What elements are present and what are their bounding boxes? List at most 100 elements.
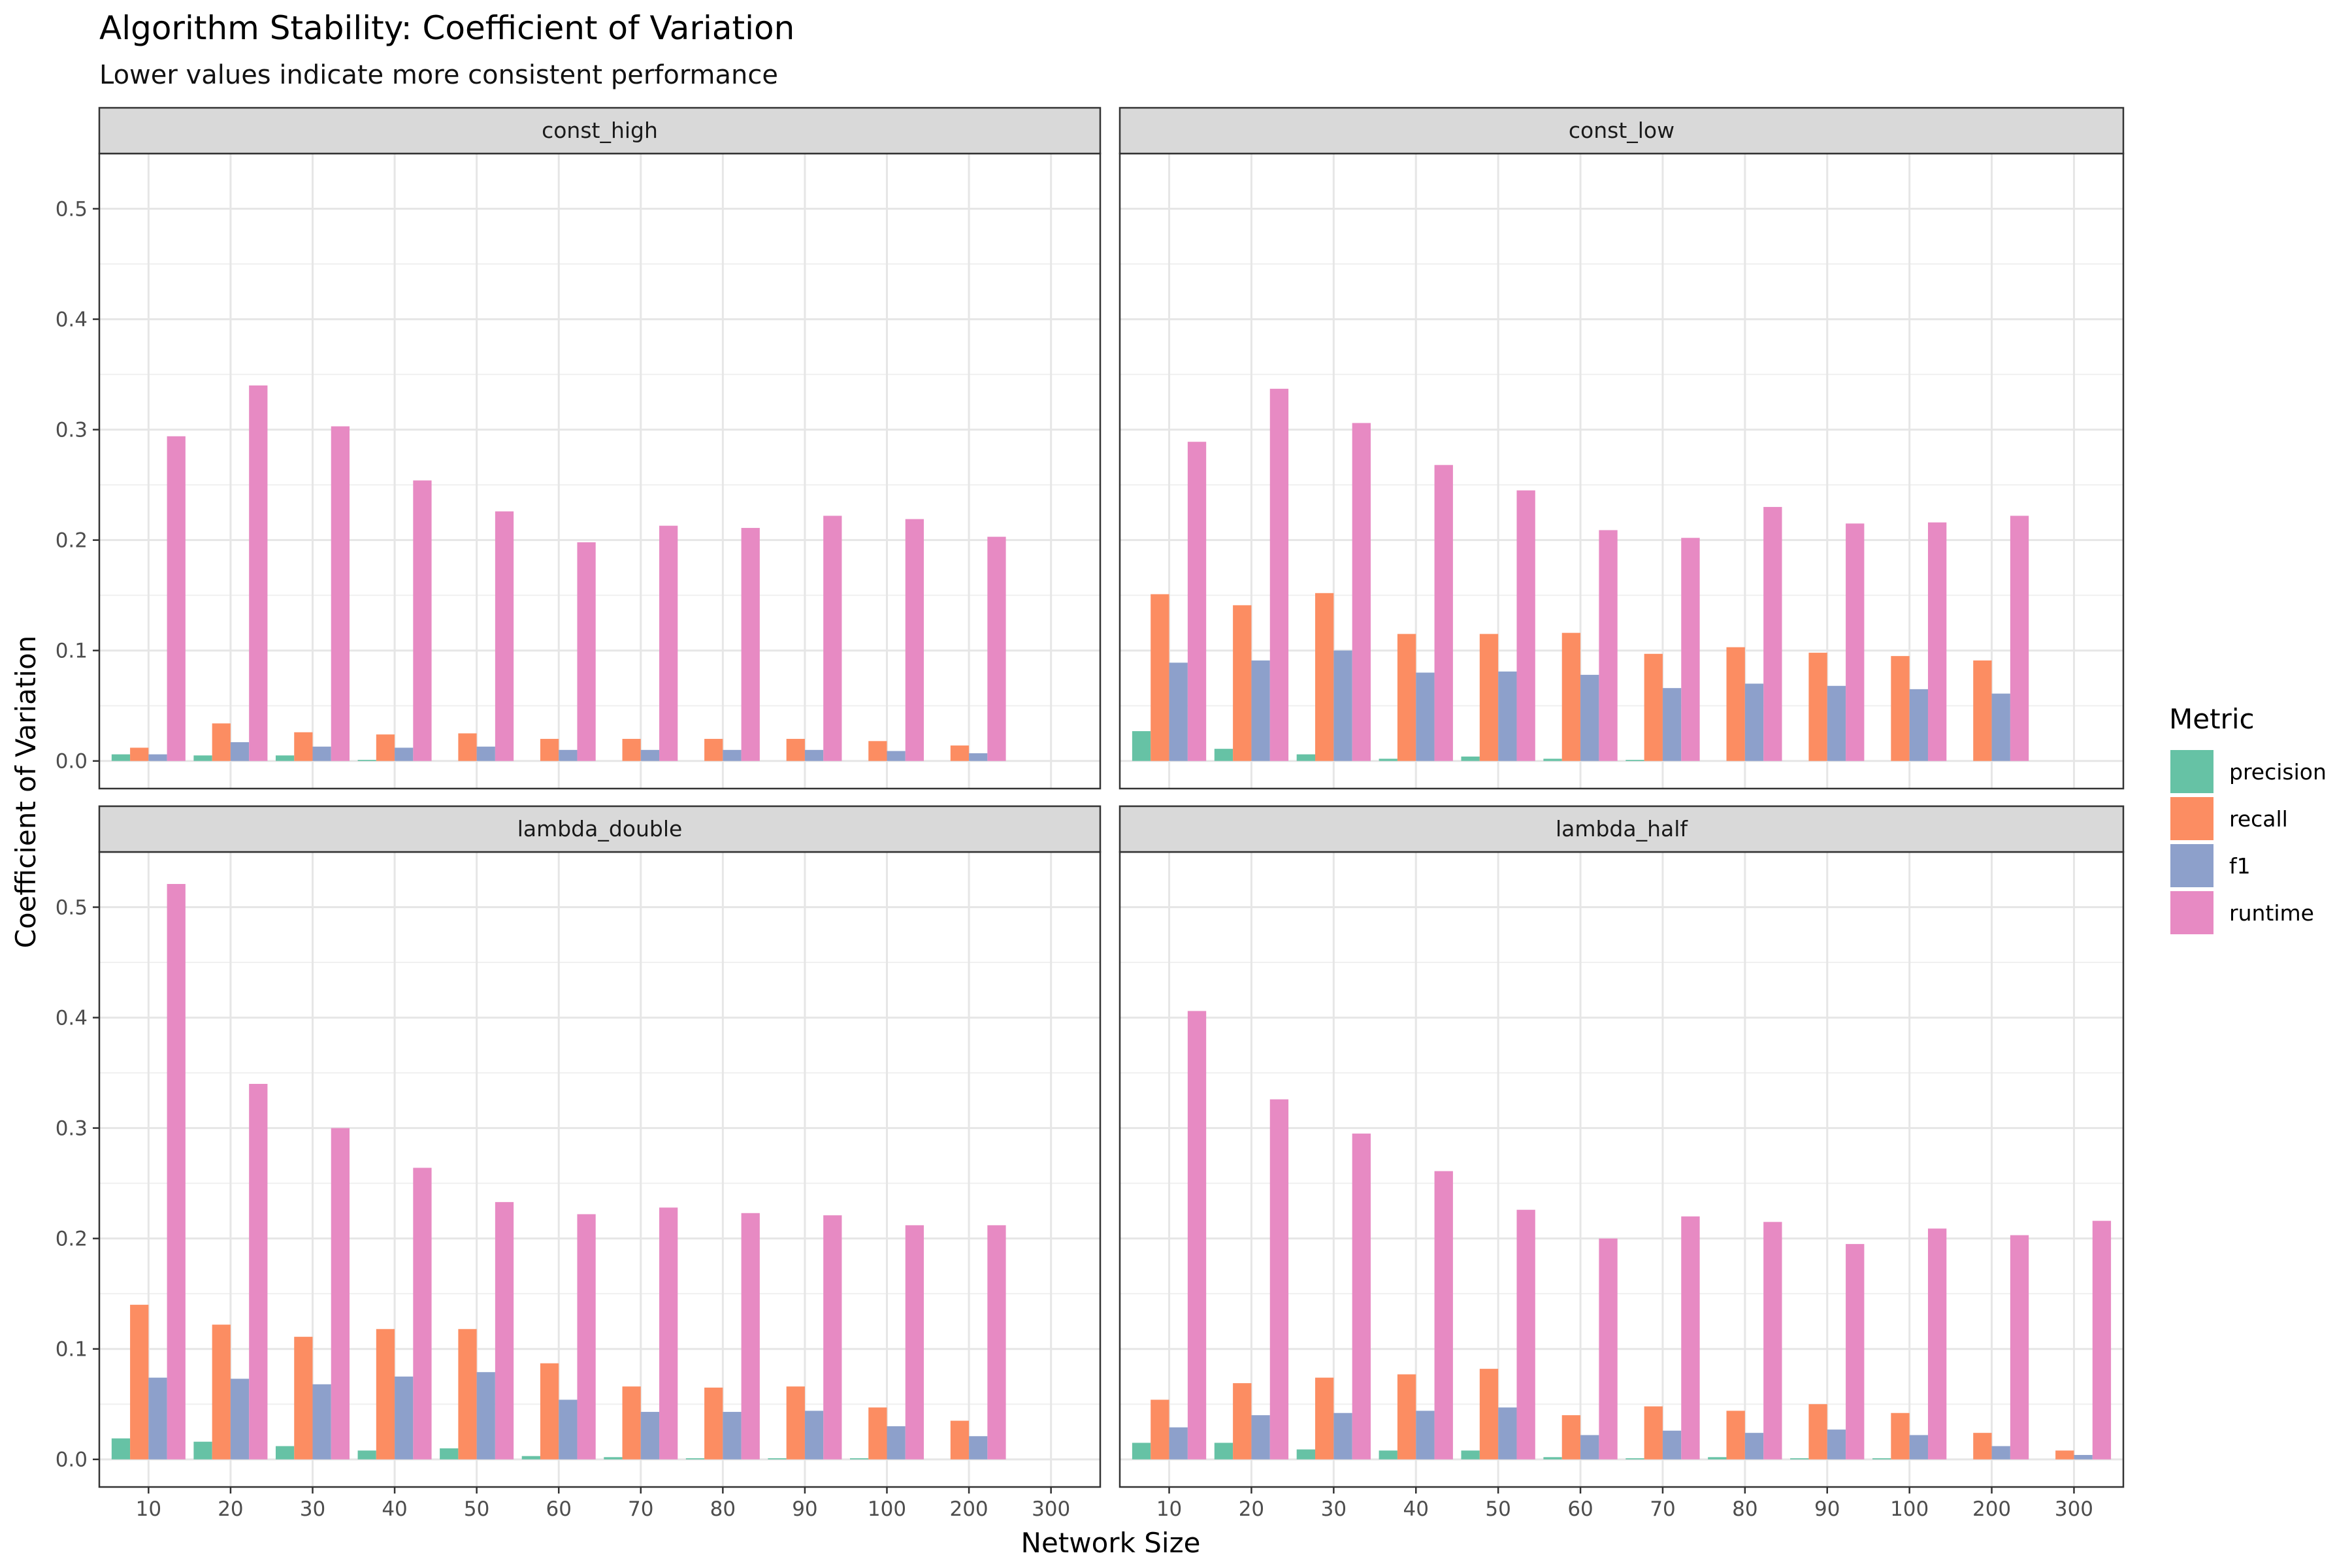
bar-runtime-20 <box>1269 389 1289 761</box>
bar-runtime-300 <box>2092 1220 2112 1460</box>
bar-runtime-70 <box>1681 538 1700 761</box>
y-tick-label: 0.5 <box>56 896 88 920</box>
x-tick-label: 20 <box>1239 1497 1264 1521</box>
bar-f1-40 <box>1416 672 1435 761</box>
bar-recall-10 <box>1151 1399 1169 1460</box>
bar-precision-30 <box>275 1446 295 1460</box>
bar-precision-50 <box>440 1448 459 1460</box>
bar-runtime-80 <box>1763 1222 1782 1460</box>
bar-f1-20 <box>1251 660 1270 761</box>
legend-label-recall: recall <box>2229 806 2288 832</box>
legend-title: Metric <box>2169 703 2255 735</box>
x-tick-label: 40 <box>1403 1497 1429 1521</box>
bar-f1-300 <box>2074 1454 2093 1460</box>
bar-precision-10 <box>1132 1443 1151 1460</box>
legend-key-f1 <box>2170 844 2213 887</box>
bar-f1-200 <box>969 753 988 761</box>
x-tick-label: 30 <box>300 1497 325 1521</box>
bar-precision-60 <box>1543 759 1562 761</box>
bar-runtime-80 <box>1763 506 1782 761</box>
bar-precision-40 <box>357 1450 376 1460</box>
bar-f1-80 <box>1744 1433 1764 1460</box>
facet-strip <box>1119 106 2125 155</box>
bar-runtime-50 <box>1516 490 1535 761</box>
bar-recall-70 <box>1644 653 1663 761</box>
bar-recall-90 <box>786 738 805 761</box>
bar-recall-30 <box>1315 593 1334 761</box>
y-tick-label: 0.2 <box>56 1228 88 1251</box>
bar-runtime-40 <box>413 480 432 761</box>
bar-f1-50 <box>1498 1407 1517 1460</box>
bar-recall-10 <box>130 747 149 761</box>
bar-f1-200 <box>969 1436 988 1460</box>
facet-panels: const_high 0.0 0.1 0.2 0.3 0.4 0.5 const_lowlam… <box>56 106 2125 1521</box>
bar-f1-90 <box>1827 1429 1846 1460</box>
bar-f1-60 <box>559 1399 578 1460</box>
y-tick-label: 0.2 <box>56 529 88 553</box>
x-tick-label: 50 <box>464 1497 489 1521</box>
bar-f1-50 <box>1498 671 1517 761</box>
bar-precision-30 <box>1296 1449 1316 1460</box>
bar-runtime-90 <box>823 1215 842 1460</box>
bar-recall-30 <box>294 732 313 761</box>
bar-recall-10 <box>130 1305 149 1460</box>
bar-precision-10 <box>111 754 131 761</box>
bar-precision-60 <box>521 1456 540 1460</box>
y-tick-label: 0.0 <box>56 750 88 774</box>
bar-runtime-60 <box>577 1214 596 1460</box>
x-tick-label: 80 <box>1732 1497 1757 1521</box>
bar-runtime-50 <box>495 1201 514 1460</box>
bar-f1-40 <box>1416 1411 1435 1460</box>
bar-recall-50 <box>1479 1369 1499 1460</box>
bar-recall-100 <box>1891 656 1910 761</box>
bar-runtime-60 <box>577 542 596 761</box>
bar-precision-70 <box>604 1457 623 1460</box>
bar-precision-40 <box>1379 1450 1397 1460</box>
x-tick-label: 10 <box>136 1497 161 1521</box>
bar-recall-80 <box>704 1387 723 1460</box>
x-tick-label: 30 <box>1321 1497 1347 1521</box>
bar-precision-20 <box>193 755 212 761</box>
y-tick-label: 0.1 <box>56 1338 88 1362</box>
bar-runtime-10 <box>1187 442 1207 761</box>
bar-recall-70 <box>622 1386 641 1460</box>
bar-runtime-100 <box>1927 522 1947 761</box>
legend-key-precision <box>2170 750 2213 793</box>
bar-f1-100 <box>1909 689 1928 761</box>
x-axis-title: Network Size <box>1021 1527 1201 1559</box>
x-tick-label: 200 <box>1972 1497 2011 1521</box>
bar-runtime-50 <box>495 511 514 761</box>
bar-precision-20 <box>1214 749 1233 761</box>
bar-runtime-70 <box>1681 1216 1700 1460</box>
bar-f1-100 <box>887 1426 906 1460</box>
bar-precision-60 <box>1543 1457 1562 1460</box>
bar-runtime-90 <box>1846 523 1865 761</box>
bar-recall-80 <box>1726 1411 1745 1460</box>
bar-precision-50 <box>1461 1450 1480 1460</box>
x-tick-label: 20 <box>218 1497 243 1521</box>
bar-recall-100 <box>868 1407 887 1460</box>
bar-runtime-10 <box>167 884 186 1460</box>
facet-strip-label: const_high <box>542 118 658 143</box>
bar-recall-20 <box>1233 1383 1252 1460</box>
bar-runtime-90 <box>1846 1244 1865 1460</box>
legend: Metric precision recall f1 runtime <box>2169 703 2327 934</box>
bar-runtime-40 <box>1434 1171 1453 1460</box>
x-tick-label: 100 <box>1890 1497 1929 1521</box>
legend-label-precision: precision <box>2229 759 2327 785</box>
bar-runtime-200 <box>987 536 1006 761</box>
legend-key-recall <box>2170 797 2213 840</box>
bar-f1-10 <box>148 754 167 761</box>
bar-runtime-100 <box>905 519 924 761</box>
bar-recall-50 <box>458 1329 477 1460</box>
bar-runtime-200 <box>987 1225 1006 1460</box>
bar-recall-20 <box>212 723 231 761</box>
bar-f1-100 <box>887 751 906 761</box>
bar-recall-100 <box>868 741 887 761</box>
x-tick-label: 200 <box>949 1497 988 1521</box>
bar-recall-90 <box>1808 1404 1827 1460</box>
bar-runtime-20 <box>249 385 268 761</box>
bar-recall-90 <box>1808 653 1827 761</box>
bar-recall-80 <box>704 738 723 761</box>
y-tick-label: 0.0 <box>56 1448 88 1472</box>
